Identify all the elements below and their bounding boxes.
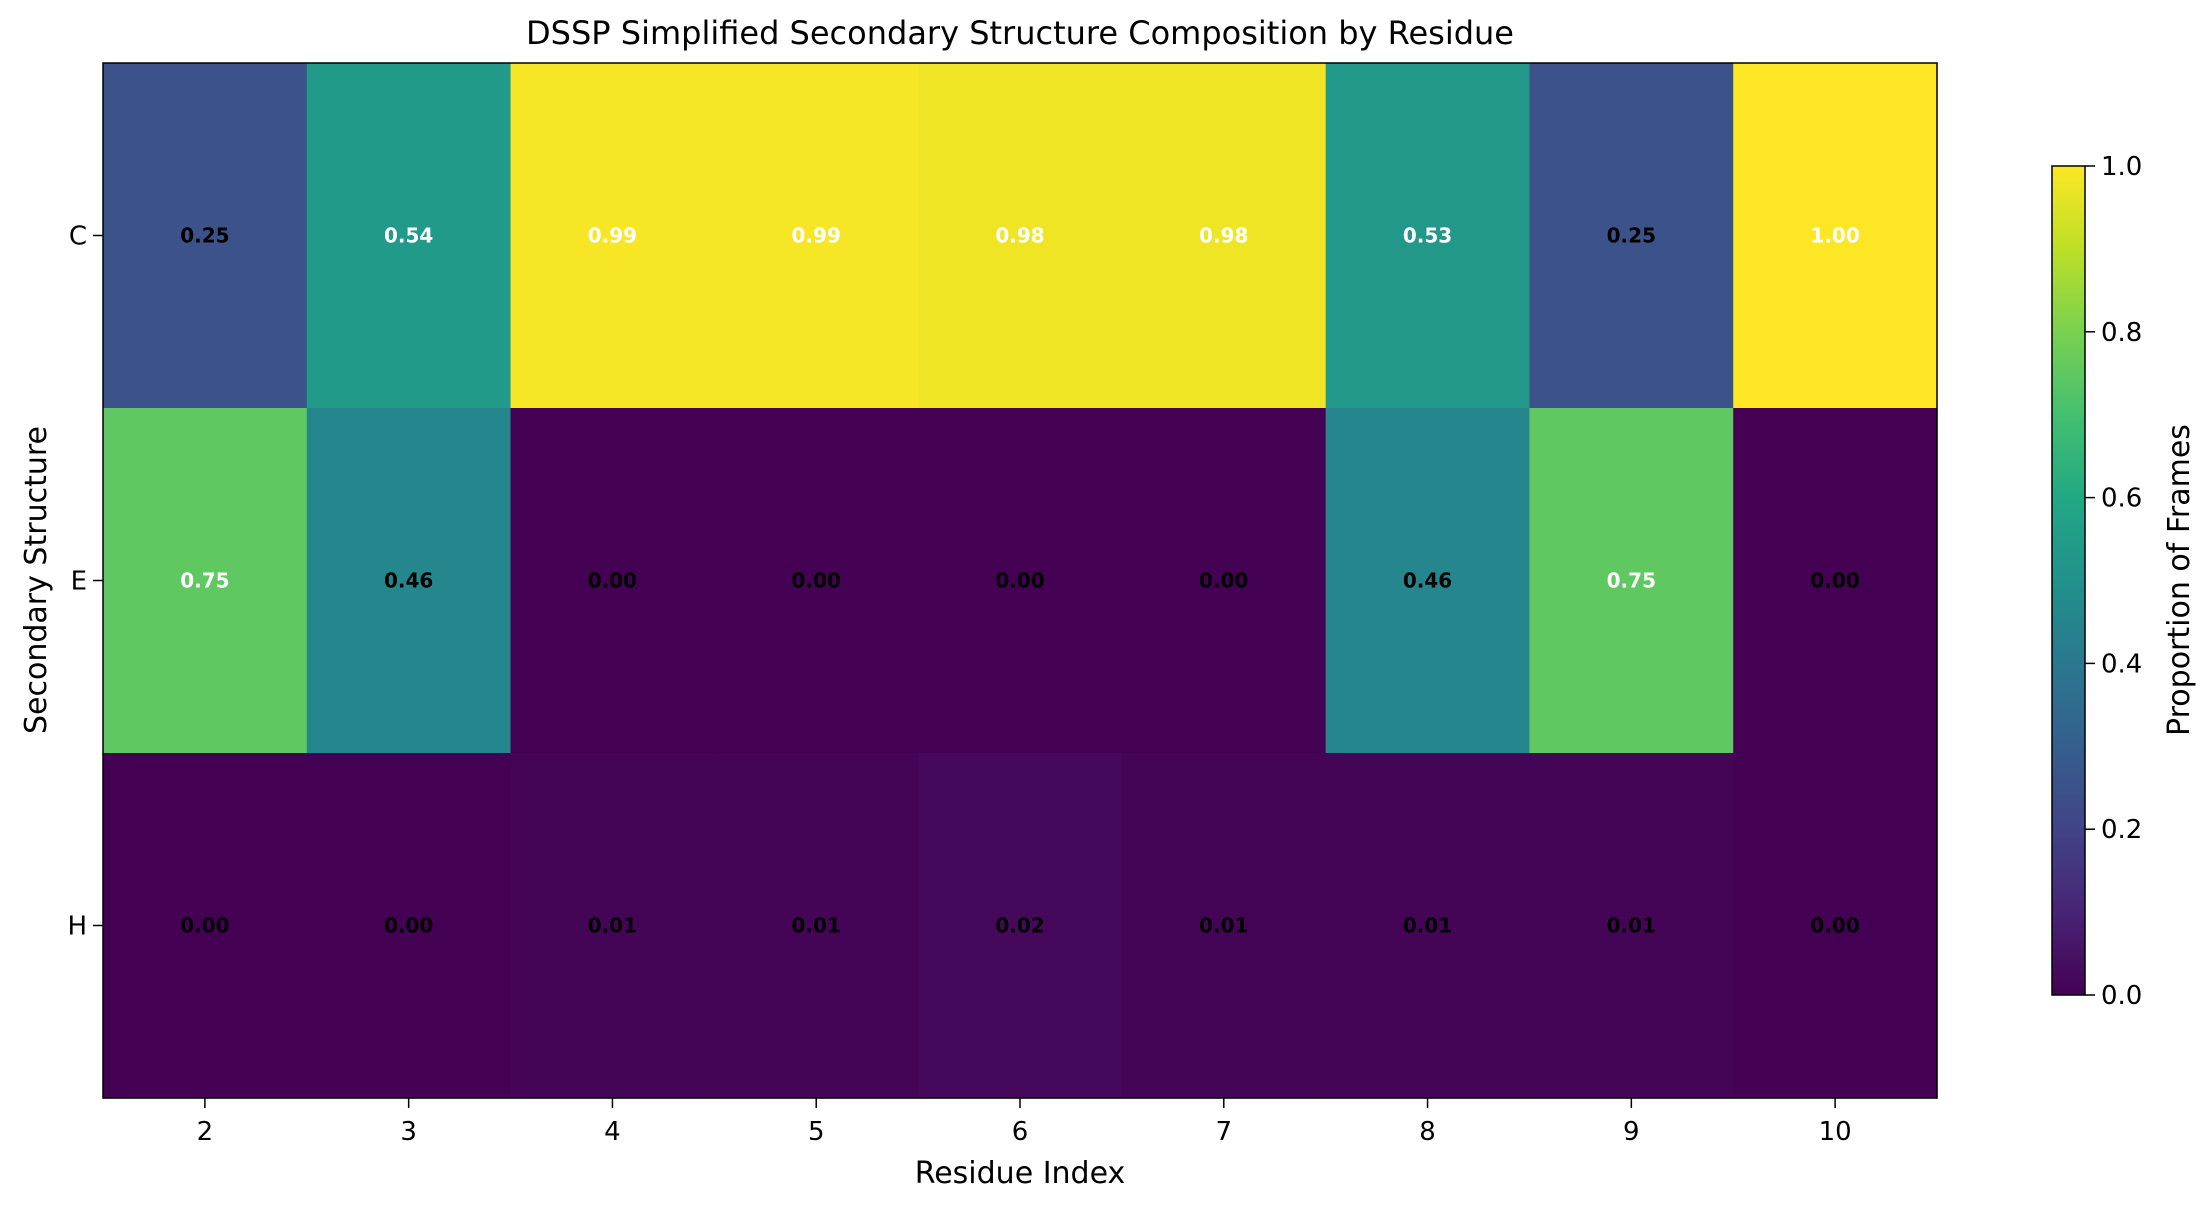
x-tick-label: 4 — [604, 1117, 621, 1147]
y-axis-label: Secondary Structure — [19, 426, 54, 734]
colorbar-tick-label: 0.2 — [2101, 815, 2142, 845]
heatmap-cell-labels: 0.25 0.54 0.99 0.99 0.98 0.98 0.53 0.25 1.00 0.75… — [180, 224, 1860, 938]
heatmap-cell — [918, 63, 1123, 409]
heatmap-cell — [306, 753, 512, 1099]
heatmap-cell — [306, 63, 512, 409]
colorbar-label: Proportion of Frames — [2162, 424, 2197, 736]
cell-value-label: 0.75 — [1607, 569, 1656, 593]
colorbar-tick-label: 0.0 — [2101, 981, 2142, 1011]
cell-value-label: 0.00 — [792, 569, 841, 593]
colorbar-tick-label: 1.0 — [2101, 152, 2142, 182]
heatmap-cell — [1325, 753, 1531, 1099]
heatmap-cell — [103, 63, 308, 409]
y-tick-label: H — [67, 912, 87, 942]
cell-value-label: 0.53 — [1403, 224, 1452, 248]
cell-value-label: 0.98 — [1199, 224, 1248, 248]
cell-value-label: 0.46 — [384, 569, 433, 593]
cell-value-label: 0.99 — [588, 224, 637, 248]
x-tick-label: 10 — [1819, 1117, 1852, 1147]
heatmap-cell — [1325, 63, 1531, 409]
colorbar-ticks: 0.0 0.2 0.4 0.6 0.8 1.0 — [2085, 152, 2142, 1011]
heatmap-cell — [918, 408, 1123, 754]
x-axis-ticks: 2 3 4 5 6 7 8 9 10 — [197, 1098, 1852, 1147]
heatmap-cell — [1529, 753, 1734, 1099]
cell-value-label: 0.00 — [995, 569, 1044, 593]
colorbar-tick-label: 0.4 — [2101, 649, 2142, 679]
heatmap-cell — [714, 63, 919, 409]
cell-value-label: 0.02 — [995, 914, 1044, 938]
cell-value-label: 0.54 — [384, 224, 433, 248]
heatmap-cell — [103, 408, 308, 754]
heatmap-cell — [1733, 408, 1938, 754]
heatmap-cell — [510, 63, 715, 409]
cell-value-label: 0.01 — [1607, 914, 1656, 938]
heatmap-cell — [918, 753, 1123, 1099]
x-tick-label: 9 — [1623, 1117, 1640, 1147]
heatmap-cell — [1529, 408, 1734, 754]
heatmap-cell — [1121, 408, 1327, 754]
heatmap-cell — [1529, 63, 1734, 409]
cell-value-label: 0.00 — [588, 569, 637, 593]
heatmap-cells — [103, 63, 1938, 1099]
heatmap-cell — [1325, 408, 1531, 754]
cell-value-label: 0.00 — [1199, 569, 1248, 593]
cell-value-label: 0.01 — [792, 914, 841, 938]
heatmap-cell — [714, 408, 919, 754]
cell-value-label: 0.25 — [180, 224, 229, 248]
cell-value-label: 0.00 — [180, 914, 229, 938]
cell-value-label: 0.01 — [1199, 914, 1248, 938]
y-tick-label: E — [71, 567, 87, 597]
x-tick-label: 5 — [808, 1117, 825, 1147]
heatmap-cell — [1121, 63, 1327, 409]
cell-value-label: 0.00 — [384, 914, 433, 938]
colorbar-tick-label: 0.8 — [2101, 318, 2142, 348]
cell-value-label: 0.00 — [1810, 569, 1859, 593]
heatmap-cell — [1733, 753, 1938, 1099]
x-tick-label: 7 — [1216, 1117, 1233, 1147]
heatmap-cell — [306, 408, 512, 754]
colorbar-tick-label: 0.6 — [2101, 484, 2142, 514]
cell-value-label: 0.25 — [1607, 224, 1656, 248]
heatmap-cell — [510, 753, 715, 1099]
y-tick-label: C — [69, 222, 87, 252]
x-tick-label: 8 — [1419, 1117, 1436, 1147]
heatmap-cell — [714, 753, 919, 1099]
cell-value-label: 0.75 — [180, 569, 229, 593]
heatmap-cell — [1121, 753, 1327, 1099]
heatmap-cell — [103, 753, 308, 1099]
cell-value-label: 0.99 — [792, 224, 841, 248]
cell-value-label: 0.00 — [1810, 914, 1859, 938]
heatmap-cell — [510, 408, 715, 754]
heatmap-cell — [1733, 63, 1938, 409]
y-axis-ticks: C E H — [67, 222, 103, 942]
x-tick-label: 3 — [400, 1117, 417, 1147]
x-axis-label: Residue Index — [915, 1156, 1126, 1191]
cell-value-label: 0.01 — [1403, 914, 1452, 938]
chart-title: DSSP Simplified Secondary Structure Comp… — [526, 14, 1514, 52]
cell-value-label: 0.98 — [995, 224, 1044, 248]
x-tick-label: 2 — [197, 1117, 214, 1147]
colorbar — [2051, 165, 2086, 996]
cell-value-label: 0.46 — [1403, 569, 1452, 593]
cell-value-label: 1.00 — [1810, 224, 1859, 248]
cell-value-label: 0.01 — [588, 914, 637, 938]
x-tick-label: 6 — [1012, 1117, 1029, 1147]
